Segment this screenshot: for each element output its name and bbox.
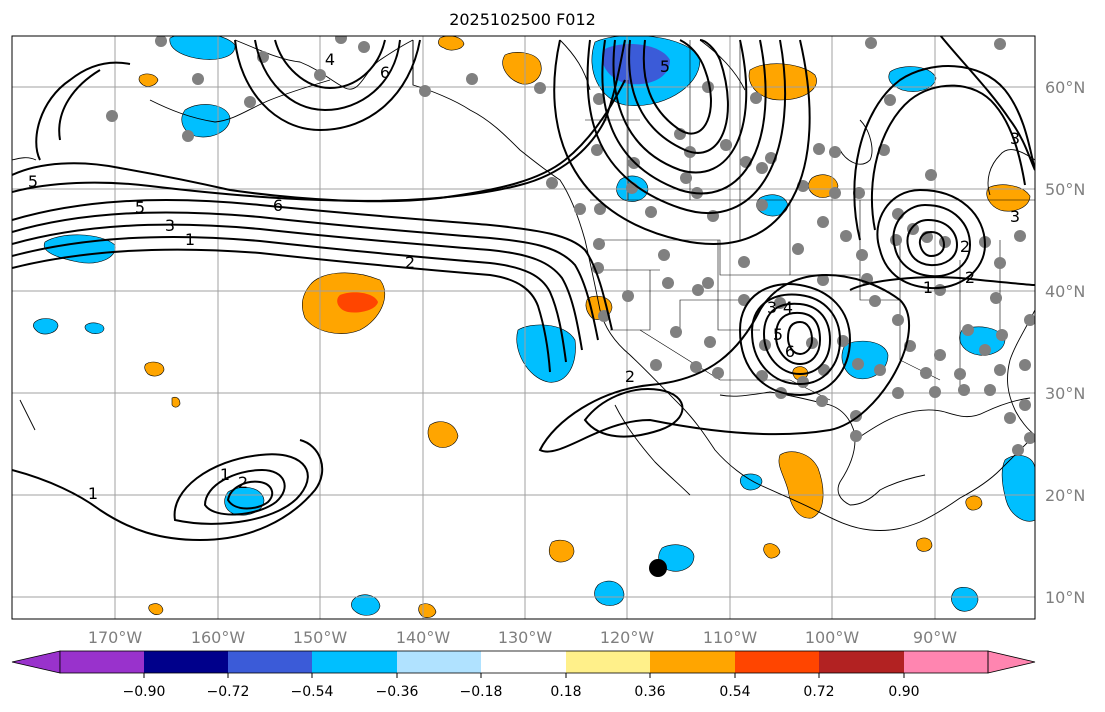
colorbar-extend-max [987,650,1036,674]
contour-label: 6 [785,342,795,361]
contour-label: 5 [135,198,145,217]
latitude-label: 20°N [1045,486,1085,505]
positive-anomaly-patch [502,52,542,85]
latitude-label: 30°N [1045,384,1085,403]
map-title: 2025102500 F012 [449,10,596,29]
colorbar-tick-label: 0.54 [719,684,750,700]
negative-anomaly-patch [594,580,625,606]
longitude-label: 100°W [805,628,860,647]
positive-anomaly-patch [763,543,781,559]
map-frame [11,35,1036,620]
latitude-labels: 60°N 50°N 40°N 30°N 20°N 10°N [1045,78,1085,607]
contour-labels: 6 5 6 5 3 1 2 2 1 2 3 4 5 6 1 2 3 4 1 2 … [28,50,1020,503]
colorbar-segment [397,651,481,673]
contour-label: 2 [965,268,975,287]
longitude-label: 110°W [703,628,758,647]
colorbar-tick-label: 0.72 [803,684,834,700]
colorbar-segment [650,651,735,673]
negative-anomaly-patch [43,234,116,264]
latitude-label: 60°N [1045,78,1085,97]
negative-anomaly-patch [33,318,59,335]
colorbar-tick-label: −0.54 [291,684,334,700]
colorbar-extend-min [11,650,61,674]
colorbar-outline [59,650,989,674]
contour-label: 3 [1010,129,1020,148]
contour-label: 4 [325,50,335,69]
latitude-label: 40°N [1045,282,1085,301]
location-marker [649,559,667,577]
contour-label: 5 [773,325,783,344]
contour-label: 1 [185,230,195,249]
contour-label: 3 [1010,207,1020,226]
contour-label: 2 [405,253,415,272]
colorbar-tick-label: −0.18 [460,684,503,700]
contour-label: 6 [380,63,390,82]
colorbar-segment [735,651,819,673]
positive-anomaly-patch [144,361,165,377]
contour-label: 1 [923,278,933,297]
contour-label: 3 [767,298,777,317]
longitude-label: 90°W [913,628,957,647]
positive-anomaly-patch [916,537,933,552]
longitude-label: 140°W [396,628,451,647]
latitude-label: 10°N [1045,588,1085,607]
negative-anomaly-patch [351,594,381,616]
contour-label: 5 [660,57,670,76]
longitude-labels: 170°W 160°W 150°W 140°W 130°W 120°W 110°… [88,628,957,647]
colorbar-segment [904,651,988,673]
colorbar-tick-label: −0.90 [123,684,166,700]
positive-anomaly-patch [171,396,181,408]
negative-anomaly-patch [1001,455,1035,522]
longitude-label: 130°W [498,628,553,647]
contour-label: 4 [783,298,793,317]
negative-anomaly-patch [169,36,236,60]
longitude-label: 120°W [600,628,655,647]
contour-label: 2 [625,367,635,386]
longitude-label: 160°W [191,628,246,647]
colorbar-tick-label: −0.72 [207,684,250,700]
colorbar-segment [566,651,650,673]
colorbar: −0.90 −0.72 −0.54 −0.36 −0.18 0.18 0.36 … [11,650,1036,700]
positive-anomaly-patch [548,539,575,563]
positive-anomaly-patch [965,495,983,511]
colorbar-segment [819,651,904,673]
negative-anomaly-patch [739,473,763,491]
graticule [12,36,1035,619]
contour-label: 3 [165,216,175,235]
contour-label: 5 [28,172,38,191]
colorbar-tick-label: 0.90 [888,684,919,700]
negative-anomaly-patch [888,66,937,92]
station-dots [106,36,1035,456]
contour-label: 2 [238,473,248,492]
colorbar-tick-label: −0.36 [376,684,419,700]
latitude-label: 50°N [1045,180,1085,199]
contour-label: 6 [273,196,283,215]
shaded-field-layer [33,36,1035,618]
negative-anomaly-patch [516,324,576,383]
positive-anomaly-patch [138,73,159,87]
positive-anomaly-patch [986,184,1031,212]
positive-anomaly-patch [148,603,164,615]
contour-lines [12,36,1035,542]
colorbar-segment [228,651,312,673]
colorbar-segment [144,651,228,673]
contour-label: 1 [220,465,230,484]
colorbar-segment [481,651,566,673]
colorbar-segment [60,651,144,673]
positive-anomaly-patch [778,451,824,519]
longitude-label: 170°W [88,628,143,647]
negative-anomaly-patch [951,587,979,612]
colorbar-segment [312,651,397,673]
colorbar-tick-label: 0.18 [550,684,581,700]
positive-anomaly-patch [427,421,459,448]
contour-label: 2 [960,237,970,256]
negative-anomaly-patch [84,322,105,334]
colorbar-tick-label: 0.36 [634,684,665,700]
longitude-label: 150°W [293,628,348,647]
contour-label: 1 [88,484,98,503]
positive-anomaly-core [337,292,378,313]
